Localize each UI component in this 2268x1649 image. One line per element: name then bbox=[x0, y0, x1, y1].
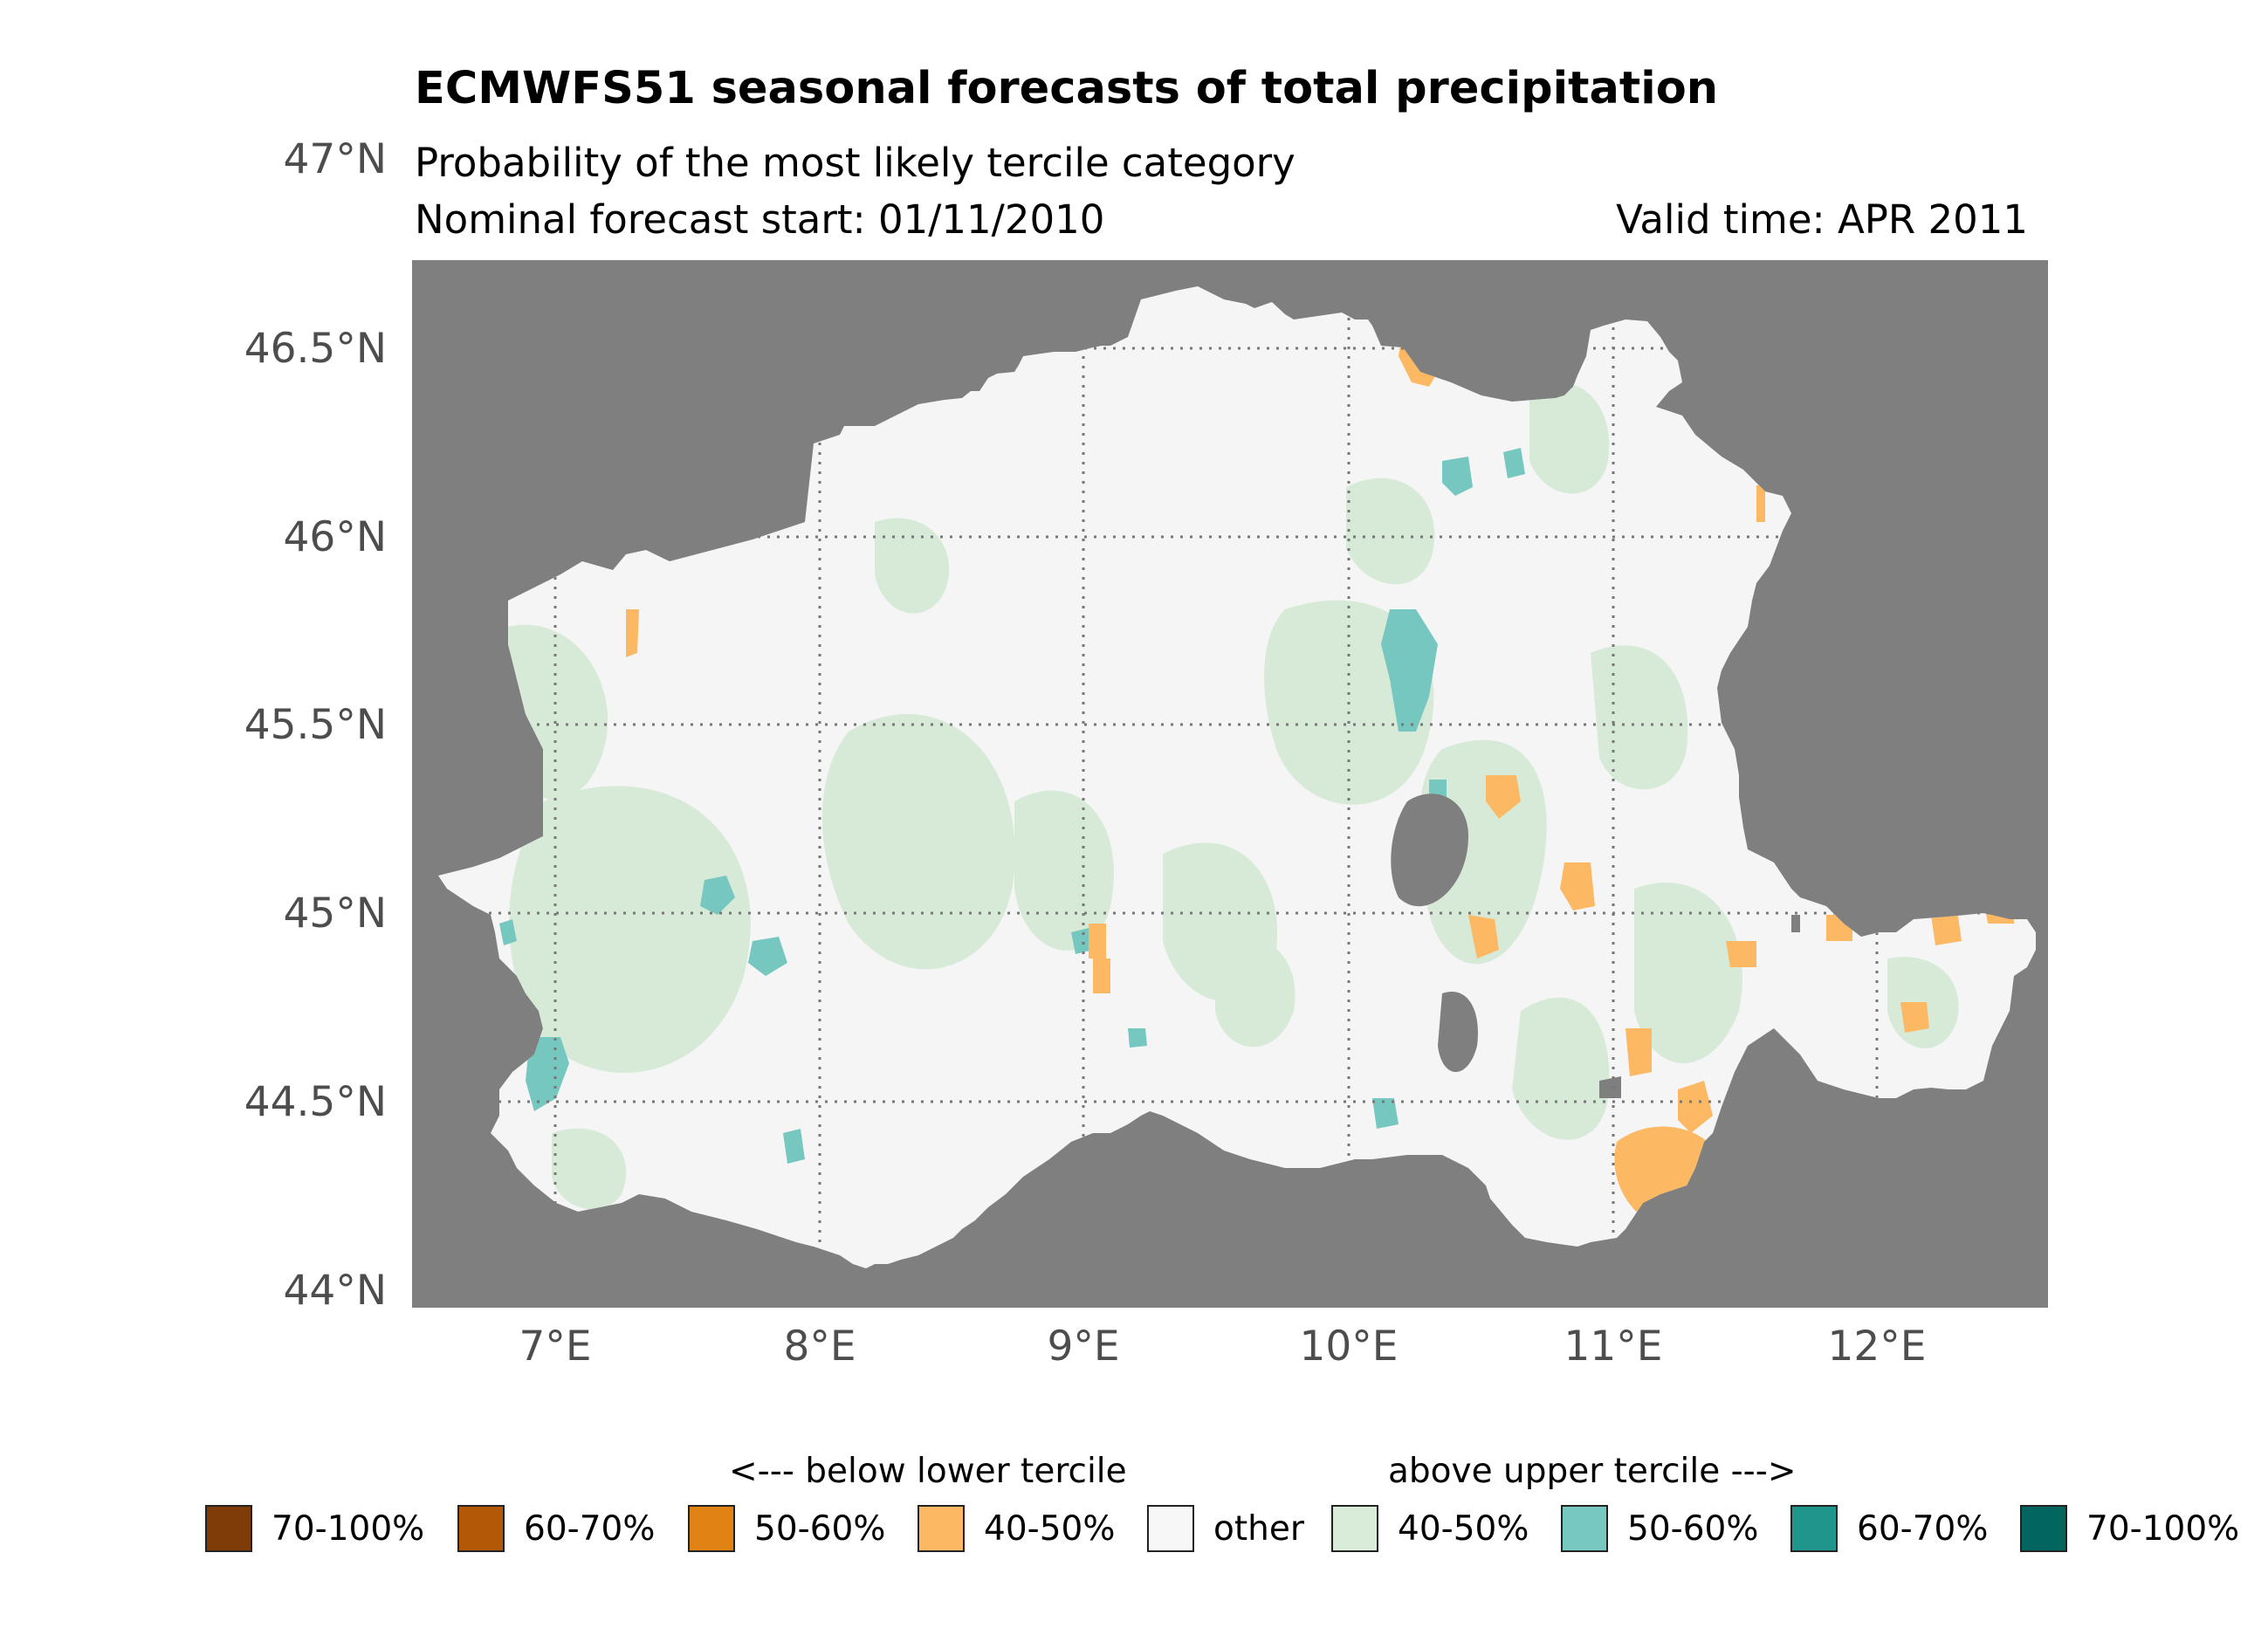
lon-label-9: 9°E bbox=[1047, 1323, 1120, 1371]
legend-item-below-70-100: 70-100% bbox=[205, 1504, 424, 1553]
legend-above-heading: above upper tercile ---> bbox=[1388, 1452, 1797, 1491]
forecast-map bbox=[412, 260, 2048, 1308]
legend-swatch bbox=[205, 1505, 252, 1552]
legend-below-heading: <--- below lower tercile bbox=[729, 1452, 1127, 1491]
legend-label: 70-100% bbox=[2086, 1508, 2240, 1549]
legend-item-above-50-60: 50-60% bbox=[1561, 1504, 1758, 1553]
legend-swatch bbox=[1147, 1505, 1194, 1552]
legend-label: 40-50% bbox=[1398, 1508, 1529, 1549]
lon-label-8: 8°E bbox=[783, 1323, 856, 1371]
valid-time-label: Valid time: APR 2011 bbox=[1616, 196, 2028, 243]
lat-label-45: 45°N bbox=[283, 890, 387, 938]
lon-label-10: 10°E bbox=[1299, 1323, 1399, 1371]
legend-label: 40-50% bbox=[984, 1508, 1116, 1549]
legend-label: 50-60% bbox=[754, 1508, 886, 1549]
lat-label-45-5: 45.5°N bbox=[244, 701, 387, 749]
legend-item-below-60-70: 60-70% bbox=[457, 1504, 655, 1553]
legend-label: 70-100% bbox=[271, 1508, 425, 1549]
lon-label-7: 7°E bbox=[519, 1323, 592, 1371]
legend-label: 60-70% bbox=[1857, 1508, 1989, 1549]
legend-swatch bbox=[1331, 1505, 1378, 1552]
legend-item-above-40-50: 40-50% bbox=[1331, 1504, 1529, 1553]
lat-label-46: 46°N bbox=[283, 513, 387, 561]
legend-swatch bbox=[1790, 1505, 1838, 1552]
legend-swatch bbox=[457, 1505, 505, 1552]
lat-label-44-5: 44.5°N bbox=[244, 1078, 387, 1126]
legend-swatch bbox=[1561, 1505, 1608, 1552]
forecast-start-label: Nominal forecast start: 01/11/2010 bbox=[415, 196, 1105, 243]
legend-swatch bbox=[2020, 1505, 2067, 1552]
legend-label: other bbox=[1213, 1508, 1304, 1549]
above-40-50-areas bbox=[505, 381, 1959, 1210]
legend-item-above-70-100: 70-100% bbox=[2020, 1504, 2239, 1553]
legend-item-below-40-50: 40-50% bbox=[918, 1504, 1115, 1553]
lon-label-12: 12°E bbox=[1827, 1323, 1927, 1371]
chart-title: ECMWFS51 seasonal forecasts of total pre… bbox=[415, 63, 1719, 114]
masked-dark-areas bbox=[1391, 794, 1800, 1098]
lat-label-44: 44°N bbox=[283, 1267, 387, 1315]
lat-label-46-5: 46.5°N bbox=[244, 325, 387, 373]
legend-label: 60-70% bbox=[524, 1508, 656, 1549]
above-50-60-areas bbox=[499, 448, 1525, 1164]
lat-label-47: 47°N bbox=[283, 135, 387, 183]
lon-label-11: 11°E bbox=[1564, 1323, 1663, 1371]
chart-subtitle: Probability of the most likely tercile c… bbox=[415, 140, 1296, 186]
legend-item-below-50-60: 50-60% bbox=[688, 1504, 885, 1553]
legend-swatch bbox=[688, 1505, 735, 1552]
legend-item-above-60-70: 60-70% bbox=[1790, 1504, 1988, 1553]
legend-label: 50-60% bbox=[1627, 1508, 1759, 1549]
legend-item-other: other bbox=[1147, 1504, 1304, 1553]
legend-swatch bbox=[918, 1505, 965, 1552]
